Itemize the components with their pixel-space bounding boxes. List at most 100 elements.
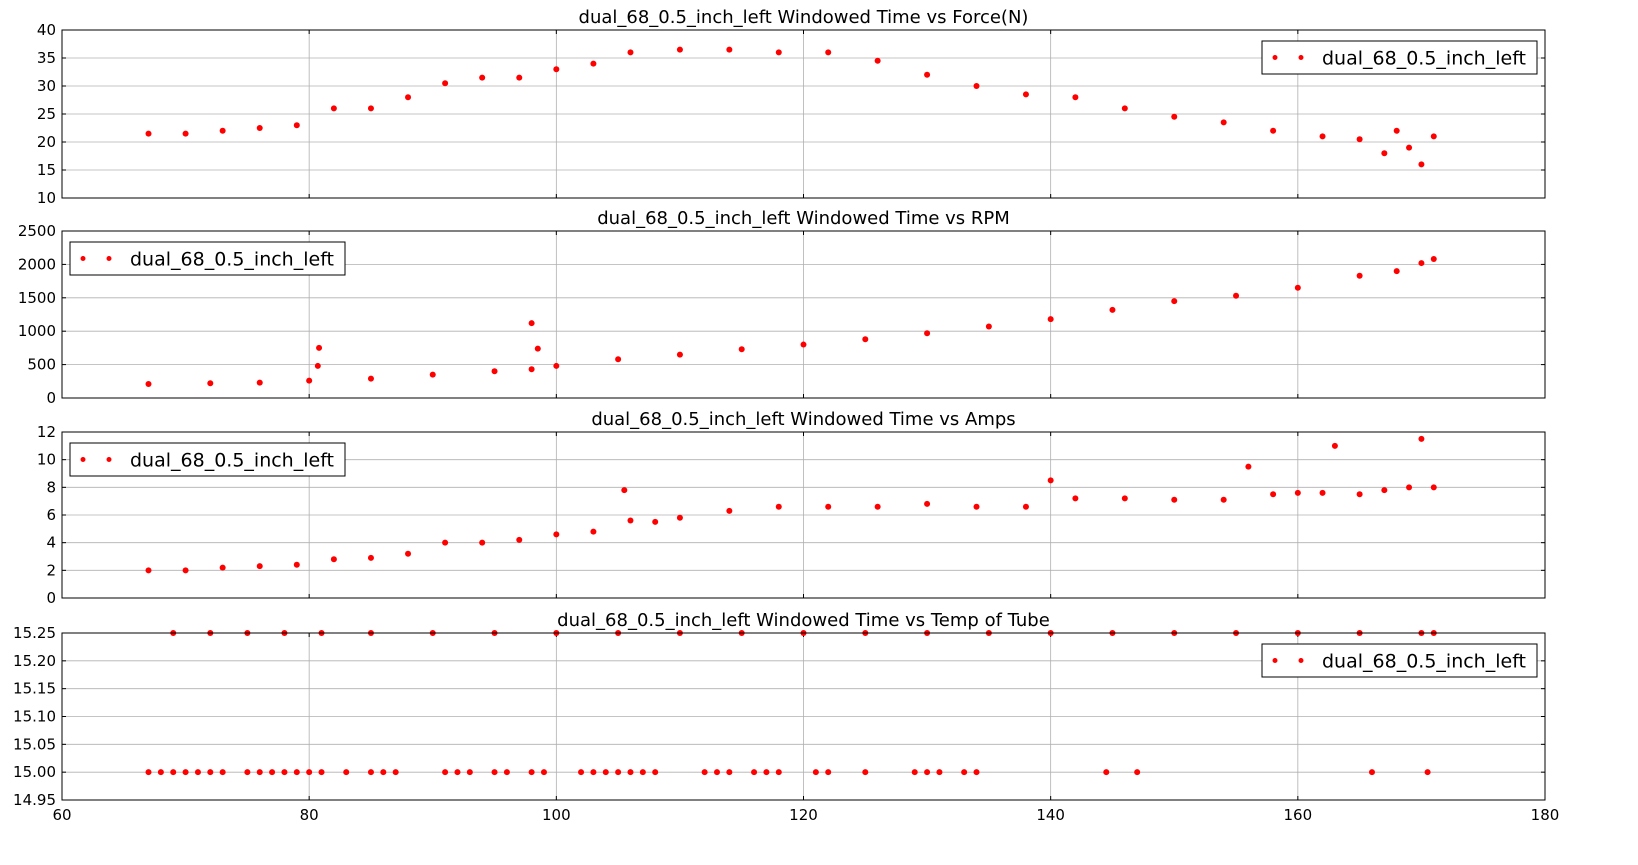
data-point	[367, 375, 374, 382]
data-point	[330, 105, 337, 112]
legend: dual_68_0.5_inch_left	[69, 241, 346, 276]
data-point	[1319, 133, 1326, 140]
data-point	[145, 380, 152, 387]
data-point	[676, 46, 683, 53]
chart-title: dual_68_0.5_inch_left Windowed Time vs T…	[557, 610, 1050, 631]
data-point	[157, 769, 164, 776]
data-point	[1121, 495, 1128, 502]
data-point	[1294, 284, 1301, 291]
data-point	[1319, 489, 1326, 496]
y-tick-label: 500	[27, 356, 56, 374]
y-tick-label: 1500	[18, 289, 56, 307]
data-point	[1171, 113, 1178, 120]
legend: dual_68_0.5_inch_left	[69, 442, 346, 477]
legend-marker	[80, 457, 86, 462]
data-point	[1356, 272, 1363, 279]
data-point	[973, 83, 980, 89]
legend-marker	[1298, 55, 1304, 60]
y-tick-label: 6	[46, 506, 56, 524]
data-point	[314, 362, 321, 369]
data-point	[1430, 484, 1437, 491]
data-point	[145, 130, 152, 137]
x-tick-label: 160	[1284, 806, 1313, 824]
y-tick-label: 15.15	[13, 680, 56, 698]
data-point	[1022, 503, 1029, 510]
data-point	[479, 74, 486, 81]
data-point	[924, 71, 931, 78]
legend-marker	[1272, 658, 1278, 663]
data-point	[874, 57, 881, 64]
data-point	[1047, 477, 1054, 484]
x-tick-label: 120	[789, 806, 818, 824]
data-point	[726, 507, 733, 514]
y-tick-label: 15.05	[13, 735, 56, 753]
y-tick-label: 1000	[18, 322, 56, 340]
data-point	[701, 769, 708, 776]
data-point	[1381, 487, 1388, 494]
y-tick-label: 15.10	[13, 708, 56, 726]
data-point	[1406, 484, 1413, 491]
legend-label: dual_68_0.5_inch_left	[130, 450, 334, 472]
data-point	[738, 346, 745, 353]
data-point	[1171, 496, 1178, 503]
y-tick-label: 25	[37, 105, 56, 123]
y-tick-label: 15.20	[13, 652, 56, 670]
data-point	[553, 531, 560, 538]
data-point	[874, 503, 881, 510]
data-point	[293, 769, 300, 776]
data-point	[676, 351, 683, 358]
data-point	[516, 74, 523, 81]
data-point	[985, 323, 992, 330]
data-point	[775, 503, 782, 510]
data-point	[540, 769, 547, 776]
data-point	[316, 344, 323, 351]
data-point	[615, 769, 622, 776]
subplot-3: 0 2 4 6 8 10 12 dual_68_0.5_inch_left Windowed …	[37, 409, 1546, 607]
data-point	[293, 122, 300, 129]
data-point	[182, 769, 189, 776]
data-point	[145, 769, 152, 776]
data-point	[800, 341, 807, 348]
data-point	[1270, 491, 1277, 498]
data-point	[1418, 435, 1425, 442]
axes-frame	[61, 431, 1546, 599]
data-point	[615, 356, 622, 363]
data-point	[590, 528, 597, 535]
data-point	[1220, 119, 1227, 126]
data-point	[1171, 298, 1178, 305]
y-tick-label: 10	[37, 451, 56, 469]
data-point	[442, 80, 449, 87]
data-point	[170, 769, 177, 776]
legend: dual_68_0.5_inch_left	[1261, 643, 1538, 678]
data-point	[367, 554, 374, 561]
data-point	[1393, 268, 1400, 275]
data-point	[1430, 133, 1437, 140]
data-point	[1245, 463, 1252, 470]
data-point	[676, 514, 683, 521]
subplot-1: 10 15 20 25 30 35 40 dual_68_0.5_inch_left Wind…	[37, 7, 1546, 207]
data-point	[330, 556, 337, 563]
data-point	[1022, 91, 1029, 98]
data-point	[145, 567, 152, 574]
data-point	[429, 371, 436, 378]
data-point	[405, 94, 412, 101]
data-point	[911, 769, 918, 776]
y-tick-label: 0	[46, 389, 56, 407]
data-point	[763, 769, 770, 776]
data-point	[256, 379, 263, 386]
data-point	[1270, 127, 1277, 134]
data-point	[825, 769, 832, 776]
data-point	[973, 503, 980, 510]
data-point	[1331, 442, 1338, 449]
data-point	[306, 769, 313, 776]
y-tick-label: 2	[46, 561, 56, 579]
y-tick-label: 15	[37, 161, 56, 179]
data-point	[1072, 94, 1079, 101]
data-point	[182, 567, 189, 574]
data-point	[442, 769, 449, 776]
legend-label: dual_68_0.5_inch_left	[1322, 48, 1526, 70]
data-point	[936, 769, 943, 776]
legend-marker	[106, 256, 112, 261]
data-point	[380, 769, 387, 776]
